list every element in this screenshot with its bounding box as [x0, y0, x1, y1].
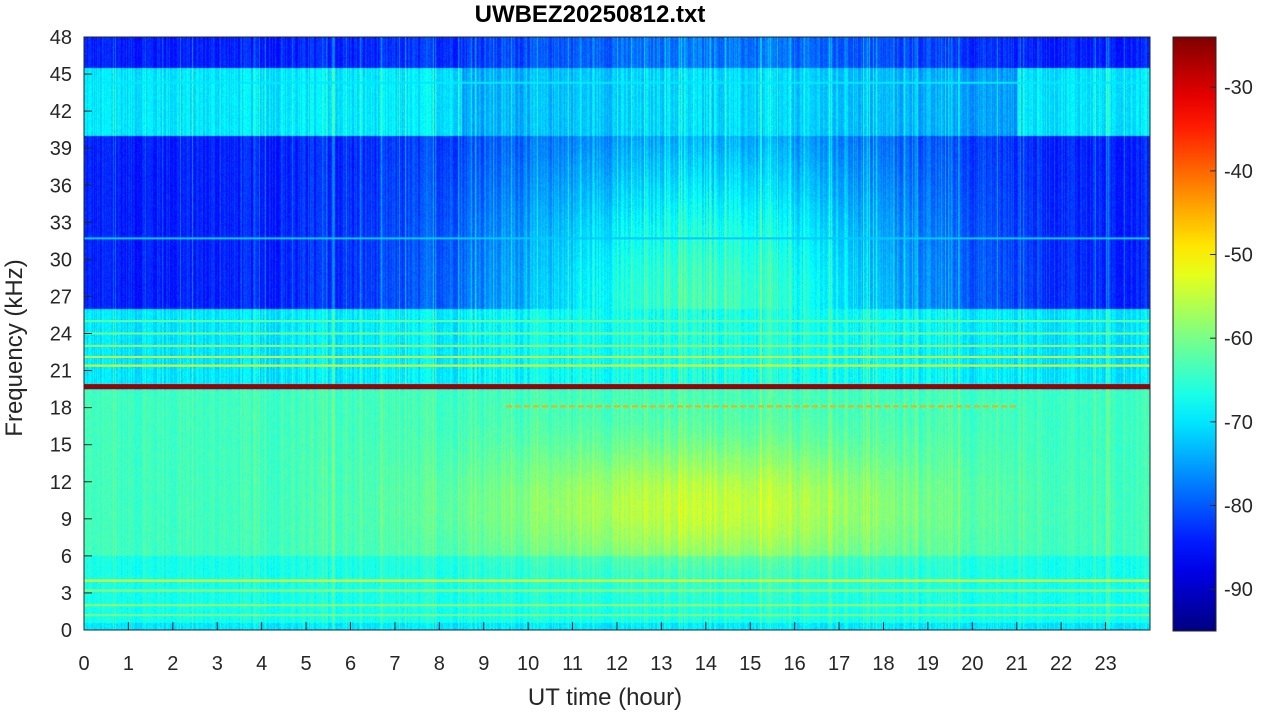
x-tick-label: 7 — [389, 653, 400, 675]
x-tick-label: 21 — [1006, 653, 1028, 675]
x-tick-label: 11 — [562, 653, 583, 675]
y-tick-label: 0 — [61, 620, 72, 642]
y-tick-label: 42 — [50, 101, 72, 123]
x-tick-label: 5 — [301, 653, 312, 675]
y-tick-label: 30 — [50, 249, 72, 271]
y-tick-label: 33 — [50, 212, 72, 234]
y-tick-label: 39 — [50, 138, 72, 160]
y-tick-label: 18 — [50, 398, 72, 420]
y-tick-label: 21 — [50, 361, 72, 383]
x-tick-label: 15 — [739, 653, 761, 675]
x-tick-label: 12 — [606, 653, 628, 675]
x-tick-label: 17 — [828, 653, 850, 675]
x-tick-label: 18 — [872, 653, 894, 675]
x-tick-label: 8 — [434, 653, 445, 675]
x-tick-label: 9 — [478, 653, 489, 675]
y-tick-label: 12 — [50, 472, 72, 494]
x-tick-label: 0 — [78, 653, 89, 675]
colorbar-tick-label: -50 — [1224, 245, 1253, 267]
y-tick-label: 45 — [50, 64, 72, 86]
y-axis-label: Frequency (kHz) — [1, 259, 28, 436]
y-tick-label: 36 — [50, 175, 72, 197]
x-tick-label: 1 — [123, 653, 134, 675]
colorbar-ticks: -90 -80 -70 -60 -50 -40 -30 — [1210, 77, 1253, 601]
x-tick-label: 19 — [917, 653, 939, 675]
y-tick-label: 6 — [61, 546, 72, 568]
x-tick-label: 22 — [1050, 653, 1072, 675]
y-tick-label: 9 — [61, 509, 72, 531]
x-axis-ticks: 0 1 2 3 4 5 6 7 8 9 10 11 12 13 14 15 16 17 18 19 20 21 22 23 — [78, 622, 1117, 675]
x-tick-label: 20 — [961, 653, 983, 675]
y-tick-label: 3 — [61, 583, 72, 605]
y-tick-label: 48 — [50, 27, 72, 49]
colorbar-tick-label: -90 — [1224, 579, 1253, 601]
y-tick-label: 27 — [50, 286, 72, 308]
x-axis-label: UT time (hour) — [528, 684, 682, 711]
x-tick-label: 4 — [256, 653, 267, 675]
colorbar-tick-label: -60 — [1224, 328, 1253, 350]
colorbar-tick-label: -80 — [1224, 496, 1253, 518]
chart-title: UWBEZ20250812.txt — [475, 1, 706, 28]
x-tick-label: 14 — [695, 653, 717, 675]
x-tick-label: 2 — [167, 653, 178, 675]
colorbar-tick-label: -70 — [1224, 412, 1253, 434]
colorbar-tick-label: -30 — [1224, 77, 1253, 99]
x-tick-label: 3 — [212, 653, 223, 675]
x-tick-label: 13 — [650, 653, 672, 675]
x-tick-label: 6 — [345, 653, 356, 675]
y-tick-label: 24 — [50, 324, 72, 346]
spectrogram-plot-area — [84, 37, 1150, 630]
colorbar-gradient — [1172, 36, 1217, 632]
colorbar-tick-label: -40 — [1224, 161, 1253, 183]
y-tick-label: 15 — [50, 435, 72, 457]
colorbar: -90 -80 -70 -60 -50 -40 -30 — [1172, 36, 1253, 632]
x-tick-label: 23 — [1094, 653, 1116, 675]
x-tick-label: 16 — [784, 653, 806, 675]
x-tick-label: 10 — [517, 653, 539, 675]
